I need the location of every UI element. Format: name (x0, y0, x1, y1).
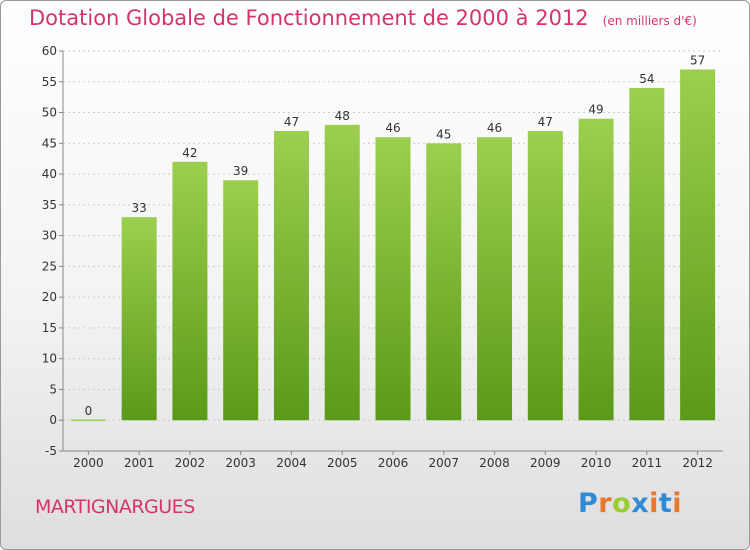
y-tick-label: 55 (42, 75, 57, 89)
logo-letter: i (672, 488, 683, 519)
labels: -5 0 5 10 15 20 25 30 35 40 45 50 55 60 0 2000 33 2001 42 2… (42, 44, 713, 470)
value-label: 47 (538, 115, 553, 129)
y-tick-label: 25 (42, 259, 57, 273)
bar (680, 69, 716, 421)
value-label: 49 (588, 103, 603, 117)
y-tick-label: 5 (49, 382, 57, 396)
logo-letter: t (658, 488, 673, 519)
x-tick-label: 2002 (175, 456, 206, 470)
y-tick-label: 30 (42, 229, 57, 243)
bar (477, 137, 513, 421)
bar (273, 131, 309, 421)
value-label: 0 (85, 404, 93, 418)
x-tick-label: 2008 (479, 456, 510, 470)
bars (70, 69, 716, 422)
value-label: 33 (132, 201, 147, 215)
y-tick-label: 50 (42, 106, 57, 120)
x-tick-label: 2006 (378, 456, 409, 470)
value-label: 57 (690, 53, 705, 67)
value-label: 47 (284, 115, 299, 129)
logo-letter: x (631, 488, 650, 519)
bar (578, 118, 614, 421)
bar (324, 124, 360, 421)
value-label: 42 (182, 146, 197, 160)
value-label: 48 (335, 109, 350, 123)
y-tick-label: 10 (42, 352, 57, 366)
value-label: 46 (487, 121, 502, 135)
x-tick-label: 2004 (276, 456, 307, 470)
y-tick-label: 40 (42, 167, 57, 181)
logo-letter: i (649, 488, 659, 519)
x-tick-label: 2003 (225, 456, 256, 470)
x-tick-label: 2012 (682, 456, 713, 470)
y-tick-label: 0 (49, 413, 57, 427)
chart-unit: (en milliers d'€) (602, 14, 697, 28)
bar (223, 180, 259, 421)
bar (172, 161, 208, 421)
bar (375, 137, 411, 421)
chart-title-block: Dotation Globale de Fonctionnement de 20… (29, 6, 697, 30)
bar (527, 131, 563, 421)
logo-letter: P (578, 488, 599, 519)
logo-letter: o (612, 488, 632, 519)
y-tick-label: 45 (42, 136, 57, 150)
bar (629, 87, 665, 421)
town-name: MARTIGNARGUES (35, 496, 195, 518)
chart-title: Dotation Globale de Fonctionnement de 20… (29, 6, 589, 30)
value-label: 46 (385, 121, 400, 135)
proxiti-logo[interactable]: Proxiti (578, 488, 682, 519)
y-tick-label: 35 (42, 198, 57, 212)
y-tick-label: 20 (42, 290, 57, 304)
y-tick-label: 60 (42, 44, 57, 58)
y-tick-label: 15 (42, 321, 57, 335)
x-tick-label: 2009 (530, 456, 561, 470)
x-tick-label: 2010 (581, 456, 612, 470)
logo-letter: r (598, 488, 613, 519)
value-label: 39 (233, 164, 248, 178)
x-tick-label: 2001 (124, 456, 155, 470)
x-tick-label: 2000 (73, 456, 104, 470)
bar (121, 217, 157, 421)
value-label: 54 (639, 72, 654, 86)
y-tick-label: -5 (45, 444, 57, 458)
x-tick-label: 2007 (428, 456, 459, 470)
axes (59, 50, 723, 455)
x-tick-label: 2011 (632, 456, 663, 470)
bar (70, 419, 106, 422)
x-tick-label: 2005 (327, 456, 358, 470)
bar (426, 143, 462, 421)
value-label: 45 (436, 127, 451, 141)
